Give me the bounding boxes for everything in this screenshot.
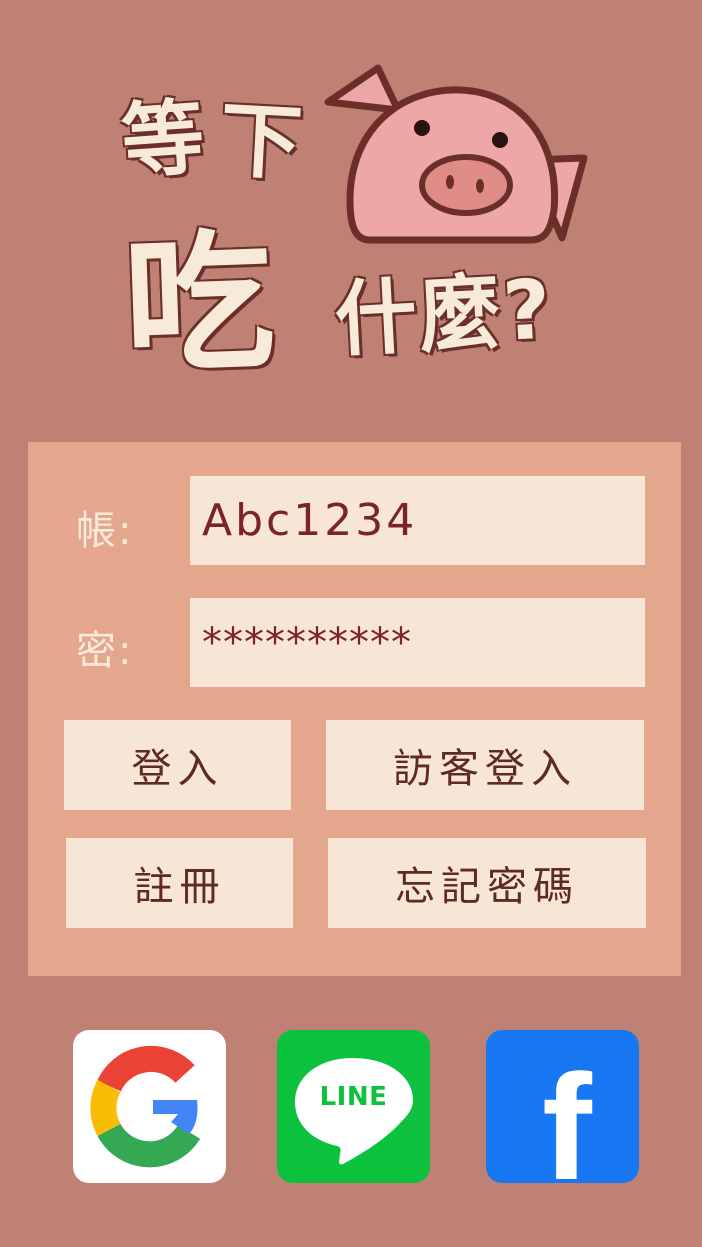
facebook-login-button[interactable]: f (486, 1030, 639, 1183)
app-logo: 等 下 吃 什麼? (110, 60, 610, 410)
google-login-button[interactable] (73, 1030, 226, 1183)
pig-head-icon (324, 64, 588, 244)
account-label: 帳: (76, 508, 134, 554)
line-login-button[interactable]: LINE (277, 1030, 430, 1183)
line-logo-text: LINE (319, 1082, 388, 1112)
logo-text-later: 下 (217, 92, 305, 193)
password-label: 密: (76, 628, 134, 674)
logo-text-eat: 吃 (121, 215, 278, 395)
logo-text-what: 什麼? (332, 262, 555, 369)
login-button[interactable]: 登入 (64, 720, 291, 810)
forgot-password-button[interactable]: 忘記密碼 (328, 838, 646, 928)
facebook-icon: f (542, 1043, 592, 1183)
register-button[interactable]: 註冊 (66, 838, 293, 928)
google-icon (90, 1045, 201, 1168)
login-panel: 帳: Abc1234 密: ********** 登入 訪客登入 註冊 忘記密碼 (28, 442, 681, 976)
guest-login-button[interactable]: 訪客登入 (326, 720, 644, 810)
account-input[interactable]: Abc1234 (190, 476, 645, 565)
logo-text-wait: 等 (118, 90, 208, 191)
line-icon (295, 1058, 413, 1165)
password-input[interactable]: ********** (190, 598, 645, 687)
